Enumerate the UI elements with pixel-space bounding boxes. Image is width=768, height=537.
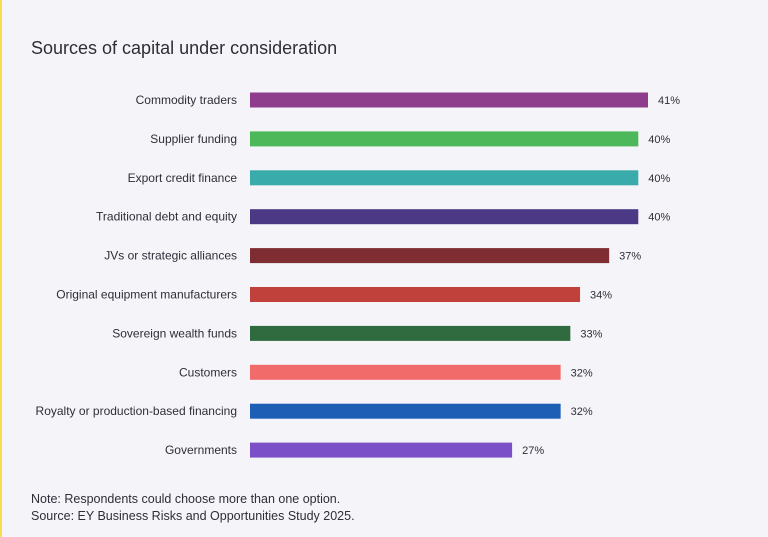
category-label-sovereign-wealth-funds: Sovereign wealth funds — [112, 326, 237, 340]
bar-royalty-or-production-based-financing — [250, 403, 561, 419]
value-label-commodity-traders: 41% — [658, 95, 680, 107]
left-accent-rule — [0, 0, 2, 537]
chart-title: Sources of capital under consideration — [31, 38, 338, 58]
bar-governments — [250, 442, 513, 458]
bar-customers — [250, 364, 561, 380]
bar-sovereign-wealth-funds — [250, 325, 571, 341]
category-label-supplier-funding: Supplier funding — [150, 132, 237, 146]
category-label-traditional-debt-and-equity: Traditional debt and equity — [96, 210, 237, 224]
bar-jvs-or-strategic-alliances — [250, 248, 610, 264]
category-label-governments: Governments — [165, 443, 237, 457]
bar-commodity-traders — [250, 92, 648, 108]
bar-chart: Commodity traders 41% Supplier funding 40% E… — [36, 92, 680, 458]
source-text: Source: EY Business Risks and Opportunit… — [31, 509, 355, 523]
category-label-export-credit-finance: Export credit finance — [128, 171, 238, 185]
value-label-royalty-or-production-based-financing: 32% — [571, 406, 593, 418]
category-label-jvs-or-strategic-alliances: JVs or strategic alliances — [104, 249, 237, 263]
bar-original-equipment-manufacturers — [250, 287, 581, 302]
note-text: Note: Respondents could choose more than… — [31, 492, 341, 506]
value-label-original-equipment-manufacturers: 34% — [590, 290, 612, 302]
value-label-customers: 32% — [571, 367, 593, 379]
chart-notes: Note: Respondents could choose more than… — [31, 491, 355, 525]
value-label-jvs-or-strategic-alliances: 37% — [619, 251, 641, 263]
value-label-governments: 27% — [522, 445, 544, 457]
category-label-customers: Customers — [179, 365, 237, 379]
value-label-export-credit-finance: 40% — [648, 173, 670, 185]
bar-traditional-debt-and-equity — [250, 209, 639, 225]
category-label-commodity-traders: Commodity traders — [136, 93, 237, 107]
bar-export-credit-finance — [250, 170, 639, 186]
value-label-traditional-debt-and-equity: 40% — [648, 212, 670, 224]
category-label-original-equipment-manufacturers: Original equipment manufacturers — [56, 288, 237, 302]
bar-supplier-funding — [250, 131, 639, 147]
value-label-supplier-funding: 40% — [648, 134, 670, 146]
value-label-sovereign-wealth-funds: 33% — [580, 328, 602, 340]
category-label-royalty-or-production-based-financing: Royalty or production-based financing — [36, 404, 237, 418]
